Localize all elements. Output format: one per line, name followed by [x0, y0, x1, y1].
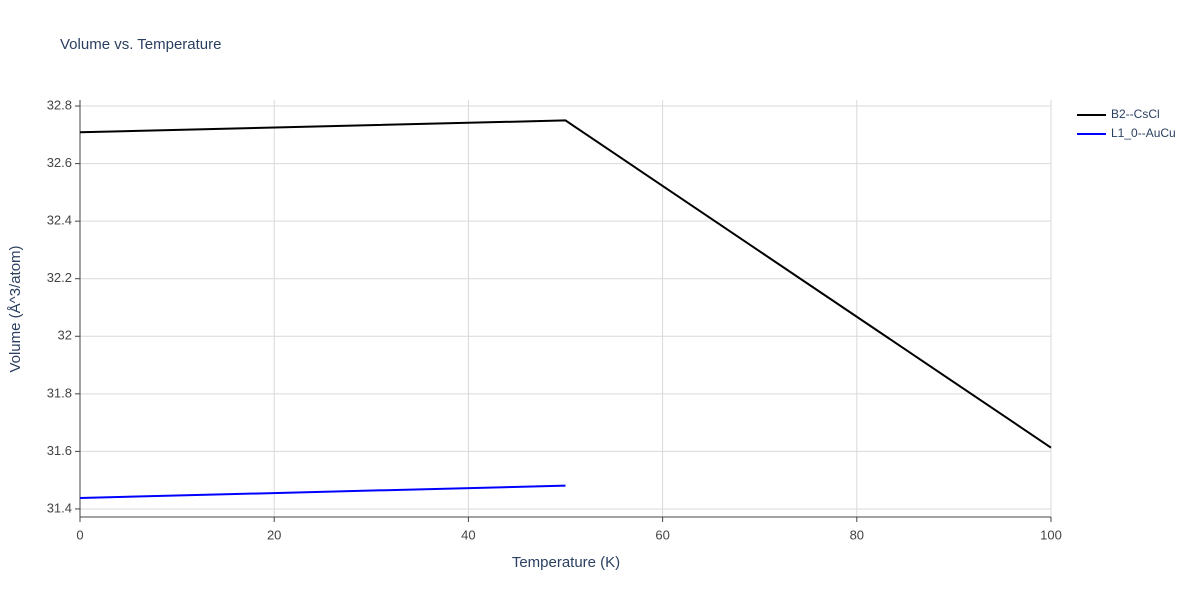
- y-tick-label: 32: [58, 328, 72, 343]
- y-axis-title: Volume (Å^3/atom): [7, 245, 24, 372]
- y-tick-label: 32.4: [47, 213, 72, 228]
- line-series: [79, 119, 1052, 449]
- x-tick-label: 100: [1040, 527, 1062, 542]
- y-tick-label: 32.2: [47, 270, 72, 285]
- x-tick-label: 0: [76, 527, 83, 542]
- x-tick-label: 60: [655, 527, 669, 542]
- line-series: [79, 484, 566, 500]
- y-tick-label: 31.8: [47, 385, 72, 400]
- x-tick-label: 80: [850, 527, 864, 542]
- y-tick-label: 31.4: [47, 500, 72, 515]
- x-tick-label: 20: [267, 527, 281, 542]
- y-tick-label: 32.8: [47, 97, 72, 112]
- legend-label: B2--CsCl: [1111, 107, 1160, 121]
- x-tick-label: 40: [461, 527, 475, 542]
- legend-label: L1_0--AuCu: [1111, 126, 1176, 140]
- x-axis-title: Temperature (K): [512, 554, 620, 571]
- y-tick-label: 32.6: [47, 155, 72, 170]
- y-tick-label: 31.6: [47, 443, 72, 458]
- chart-title: Volume vs. Temperature: [60, 36, 221, 53]
